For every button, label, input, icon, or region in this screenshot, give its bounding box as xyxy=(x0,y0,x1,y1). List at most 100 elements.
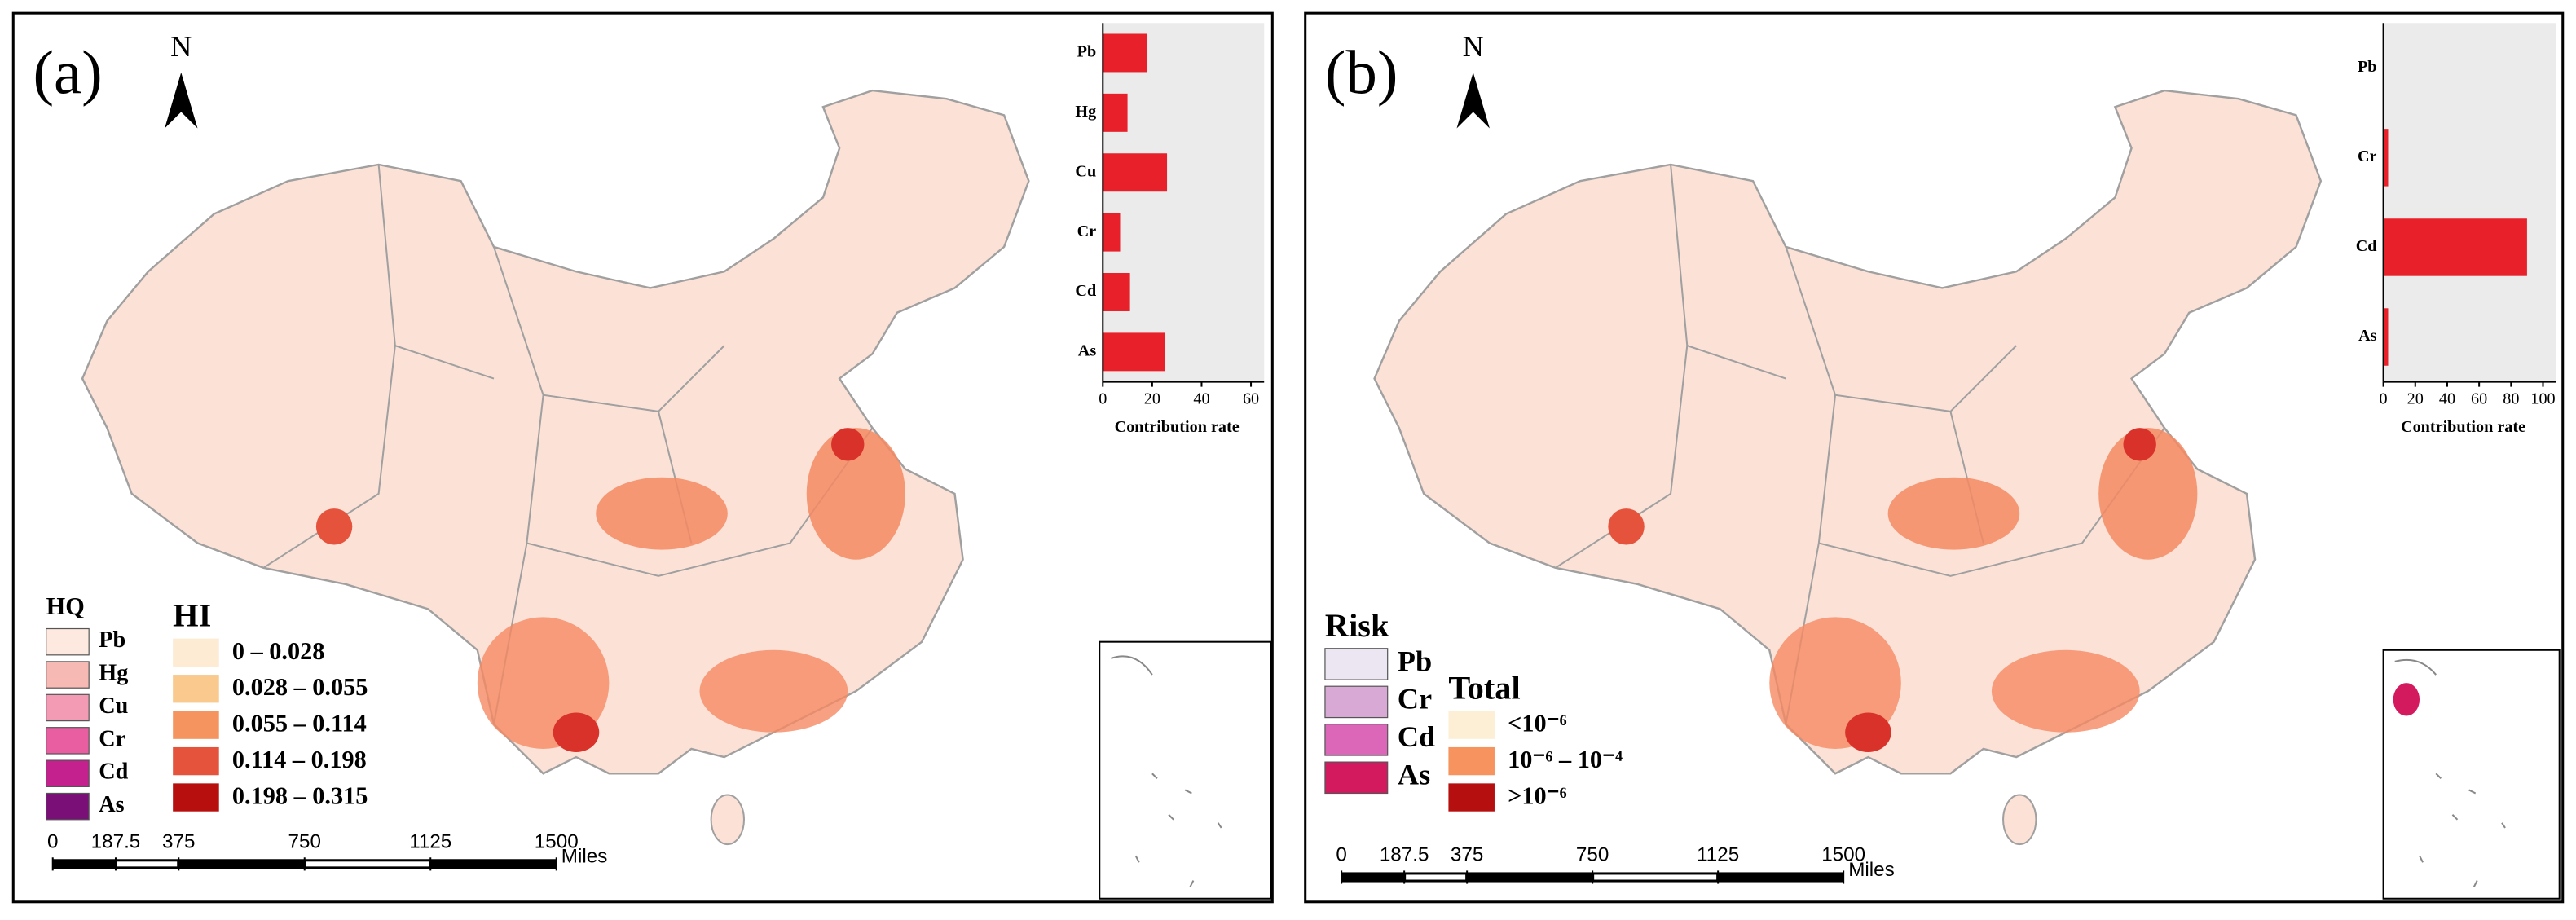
legend-label: Cd xyxy=(99,759,128,785)
scale-unit: Miles xyxy=(1848,859,1895,881)
x-tick-label: 20 xyxy=(2407,390,2424,407)
north-arrow xyxy=(165,72,198,129)
x-tick-label: 0 xyxy=(2380,390,2388,407)
legend-label: Pb xyxy=(1398,645,1432,677)
legend-swatch xyxy=(46,727,90,755)
legend-swatch xyxy=(46,792,90,821)
north-label: N xyxy=(170,30,192,63)
y-tick-label: Hg xyxy=(1075,103,1096,121)
legend-swatch xyxy=(1448,746,1495,776)
panel-label: (a) xyxy=(33,38,102,108)
scale-label: 0 xyxy=(1336,844,1346,866)
legend-swatch xyxy=(46,759,90,788)
legend-label: 0 – 0.028 xyxy=(232,637,325,665)
legend-label: Cd xyxy=(1398,720,1435,753)
y-tick-label: As xyxy=(1078,342,1097,360)
y-tick-label: As xyxy=(2358,327,2377,345)
legend-swatch xyxy=(173,746,219,776)
inset-map xyxy=(1099,640,2561,900)
legend-title: Risk xyxy=(1325,607,1389,644)
legend-swatch xyxy=(173,711,219,739)
legend-swatch xyxy=(173,638,219,667)
legend-label: Hg xyxy=(99,661,128,686)
scale-label: 1500 xyxy=(1821,844,1865,866)
y-tick-label: Cd xyxy=(1075,282,1096,300)
y-tick-label: Cd xyxy=(2356,237,2377,255)
scale-segment xyxy=(117,861,178,867)
x-tick-label: 40 xyxy=(1193,390,1209,407)
plot-area xyxy=(1103,23,1265,382)
legend-swatch xyxy=(1324,685,1389,719)
legend-label: 0.055 – 0.114 xyxy=(232,710,367,737)
legend-swatch xyxy=(1324,761,1389,795)
x-tick-label: 0 xyxy=(1099,390,1107,407)
scale-label: 750 xyxy=(288,830,321,852)
legend-swatch xyxy=(46,693,90,722)
legend-label: Pb xyxy=(99,627,125,653)
scale-label: 1125 xyxy=(1697,844,1739,866)
x-axis-title: Contribution rate xyxy=(2401,418,2525,436)
legend-label: 0.198 – 0.315 xyxy=(232,781,368,809)
x-tick-label: 20 xyxy=(1144,390,1160,407)
legend-label: Cu xyxy=(99,693,128,719)
scale-label: 187.5 xyxy=(1380,844,1429,866)
scale-segment xyxy=(1406,874,1466,880)
scale-label: 1125 xyxy=(409,830,451,852)
panel-frame xyxy=(1304,11,2565,904)
legend-label: Cr xyxy=(99,726,125,751)
legend-label: <10⁻⁶ xyxy=(1508,710,1567,737)
plot-area xyxy=(2383,23,2556,382)
legend-swatch xyxy=(1448,783,1495,812)
bar xyxy=(1103,332,1165,372)
legend-swatch xyxy=(1324,648,1389,680)
scale-label: 375 xyxy=(162,830,195,852)
legend-label: 0.114 – 0.198 xyxy=(232,746,367,773)
north-label: N xyxy=(1463,30,1484,63)
legend-title: Total xyxy=(1448,670,1520,707)
legend-swatch xyxy=(1448,711,1495,739)
scale-unit: Miles xyxy=(561,846,608,868)
legend-title: HQ xyxy=(46,592,85,620)
legend-label: >10⁻⁶ xyxy=(1508,781,1567,809)
bar xyxy=(1103,213,1121,252)
legend-swatch xyxy=(46,661,90,689)
legend-label: Cr xyxy=(1398,683,1432,715)
legend-label: 0.028 – 0.055 xyxy=(232,673,368,701)
x-tick-label: 100 xyxy=(2530,390,2555,407)
bar xyxy=(2383,218,2527,276)
scale-segment xyxy=(306,861,429,867)
y-tick-label: Pb xyxy=(2358,58,2377,76)
y-tick-label: Cu xyxy=(1075,162,1096,180)
x-tick-label: 80 xyxy=(2503,390,2519,407)
scale-label: 375 xyxy=(1451,844,1483,866)
legend-swatch xyxy=(46,627,90,656)
legend-swatch xyxy=(173,675,219,703)
legend-swatch xyxy=(1324,724,1389,756)
bar xyxy=(2383,308,2389,366)
legend-title: HI xyxy=(173,597,211,634)
y-tick-label: Cr xyxy=(2358,147,2377,165)
panel-frame xyxy=(11,11,1274,904)
scale-label: 0 xyxy=(47,830,58,852)
x-tick-label: 40 xyxy=(2439,390,2455,407)
legend-label: As xyxy=(99,792,124,817)
x-tick-label: 60 xyxy=(1243,390,1259,407)
bar xyxy=(1103,33,1147,73)
scale-segment xyxy=(1594,874,1717,880)
x-axis-title: Contribution rate xyxy=(1115,418,1240,436)
scale-label: 187.5 xyxy=(91,830,141,852)
bar xyxy=(1103,153,1168,192)
y-tick-label: Pb xyxy=(1077,43,1097,61)
scale-label: 750 xyxy=(1576,844,1609,866)
bar xyxy=(2383,129,2389,187)
legend-label: As xyxy=(1398,759,1430,791)
bar xyxy=(1103,273,1130,311)
y-tick-label: Cr xyxy=(1077,222,1097,240)
legend-label: 10⁻⁶ – 10⁻⁴ xyxy=(1508,746,1623,773)
x-tick-label: 60 xyxy=(2471,390,2487,407)
bar xyxy=(1103,93,1128,132)
north-arrow xyxy=(1456,72,1490,129)
legend-swatch xyxy=(173,783,219,812)
panel-label: (b) xyxy=(1325,38,1398,108)
